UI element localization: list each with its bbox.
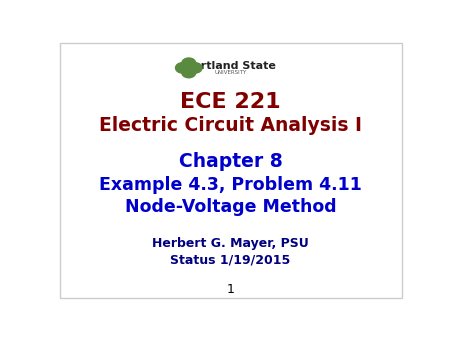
Text: UNIVERSITY: UNIVERSITY: [215, 70, 247, 75]
Text: Electric Circuit Analysis I: Electric Circuit Analysis I: [99, 116, 362, 135]
Text: Herbert G. Mayer, PSU: Herbert G. Mayer, PSU: [152, 237, 309, 250]
Text: Node-Voltage Method: Node-Voltage Method: [125, 198, 337, 216]
Circle shape: [182, 67, 196, 78]
Circle shape: [176, 63, 189, 73]
Circle shape: [188, 63, 202, 73]
Text: Portland State: Portland State: [185, 61, 276, 71]
Text: Example 4.3, Problem 4.11: Example 4.3, Problem 4.11: [99, 176, 362, 194]
Circle shape: [182, 58, 196, 68]
Text: ECE 221: ECE 221: [180, 92, 281, 112]
Text: Status 1/19/2015: Status 1/19/2015: [171, 253, 291, 266]
Text: 1: 1: [227, 283, 234, 296]
Text: Chapter 8: Chapter 8: [179, 152, 283, 171]
FancyBboxPatch shape: [60, 43, 401, 298]
